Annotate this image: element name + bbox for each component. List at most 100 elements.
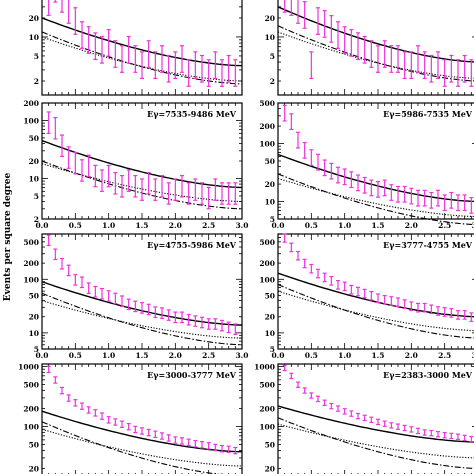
data-point [226,445,231,454]
data-point [100,35,104,64]
panel-6: 5 10 20 50 100 200 500 0.0 0.5 1.0 1.5 2.0 2.5 3.0 Eγ=… [259,233,474,360]
y-tick-label: 10 [29,329,39,338]
data-point [73,399,78,407]
data-point [206,186,211,210]
data-point [456,433,460,440]
data-point [206,442,211,450]
data-point [316,7,320,35]
data-point [316,395,320,403]
data-point [213,51,218,80]
data-point [382,40,387,68]
y-tick-label: 200 [23,404,39,413]
data-point [456,194,460,212]
x-tick-label: 2.0 [169,221,182,230]
data-point [146,303,151,316]
x-tick-label: 0.0 [35,221,48,230]
data-point [46,111,51,134]
data-point [322,159,327,177]
data-point [46,0,51,16]
data-point [200,182,204,205]
model-curve-dotted [277,290,474,332]
data-point [80,21,84,49]
y-tick-label: 20 [29,14,39,23]
y-tick-label: 20 [29,157,39,166]
data-point [416,45,420,73]
data-point [220,182,224,205]
data-point [329,402,334,410]
data-point [200,316,204,329]
data-point [160,45,164,73]
data-point [126,169,131,192]
y-tick-label: 50 [265,441,275,450]
data-point [220,319,224,332]
data-point [289,372,294,380]
data-point [113,172,118,195]
data-point [336,280,340,290]
data-point [389,45,394,73]
panel-7: 20 50 100 200 500 1000 Eγ=3000-3777 MeV [18,362,243,474]
data-point [469,196,474,214]
y-tick-label: 10 [29,174,39,183]
y-tick-label: 2 [34,215,39,224]
data-point [296,0,300,24]
y-tick-label: 20 [29,313,39,322]
y-axis-label: Events per square degree [3,173,13,302]
data-point [166,182,171,205]
y-tick-label: 50 [265,291,275,300]
data-point [166,309,171,321]
y-tick-label: 50 [265,157,275,166]
data-point [60,257,64,270]
data-point [186,59,191,87]
data-point [93,409,98,417]
data-point [376,180,380,198]
data-point [356,286,360,297]
data-point [302,258,307,269]
x-tick-label: 1.0 [102,221,115,230]
data-point [213,318,218,330]
model-curve-solid [277,6,474,63]
y-tick-label: 5 [270,345,275,354]
data-point [106,164,111,188]
y-tick-label: 20 [265,464,275,473]
data-point [106,290,111,302]
data-point [462,194,467,212]
data-point [409,426,414,433]
y-tick-label: 200 [23,99,39,108]
data-point [329,15,334,43]
data-point [302,1,307,29]
data-point [416,427,420,435]
x-tick-label: 3.0 [235,221,248,230]
data-point [60,134,64,158]
data-point [180,437,184,445]
data-point [220,444,224,453]
data-point [186,182,191,205]
model-curve-dashdot [277,283,474,339]
data-point [206,59,211,87]
data-point [322,272,327,283]
data-point [186,313,191,326]
x-tick-label: 0.5 [305,221,318,230]
data-point [422,429,427,436]
y-tick-label: 100 [259,275,275,284]
data-point [409,51,414,80]
data-point [113,40,118,68]
data-point [73,274,78,286]
x-tick-label: 0.5 [69,351,82,360]
y-tick-label: 10 [265,198,275,207]
data-point [80,276,84,289]
x-tick-label: 0.0 [35,351,48,360]
y-tick-label: 100 [23,275,39,284]
data-point [120,175,124,198]
y-tick-label: 5 [270,52,275,61]
x-tick-label: 3.0 [471,351,474,360]
model-curve-dotted [41,428,242,467]
data-point [140,427,144,435]
data-point [106,416,111,424]
data-point [73,7,78,35]
data-point [100,169,104,192]
panel-energy-label: Eγ=4755-5986 MeV [147,240,237,250]
data-point [53,0,58,3]
data-point [449,191,454,209]
data-point [309,149,314,166]
